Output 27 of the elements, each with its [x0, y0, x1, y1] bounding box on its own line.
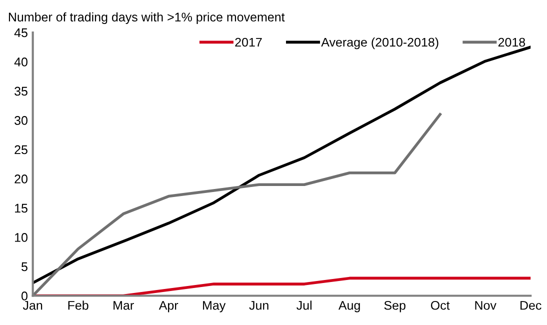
x-tick-label: Jun: [249, 301, 268, 310]
x-tick-label: Aug: [338, 301, 360, 312]
x-tick-label: Feb: [68, 300, 88, 310]
y-tick-label: 20: [14, 174, 28, 184]
x-tick-label: Apr: [158, 301, 178, 312]
y-tick-label: 40: [14, 58, 28, 66]
y-tick-label: 25: [14, 145, 28, 154]
x-tick-label: Nov: [475, 301, 496, 310]
x-tick-label: May: [203, 301, 226, 312]
legend-label: 2018: [498, 38, 526, 47]
x-tick-label: Jul: [296, 300, 312, 310]
x-tick-label: Mar: [114, 301, 134, 310]
legend-label: 2017: [235, 38, 262, 47]
x-tick-label: Jan: [22, 301, 42, 310]
y-tick-label: 10: [15, 233, 28, 242]
y-tick-label: 0: [21, 292, 28, 300]
x-tick-label: Oct: [430, 300, 450, 310]
x-tick-label: Dec: [520, 301, 542, 310]
y-tick-label: 5: [22, 262, 28, 272]
y-tick-label: 30: [14, 116, 28, 125]
chart-title: Number of trading days with >1% price movement: [8, 12, 285, 24]
y-tick-label: 35: [14, 86, 28, 96]
line-series: [32, 113, 442, 296]
y-tick-label: 45: [14, 28, 28, 38]
x-tick-label: Sep: [384, 300, 406, 312]
y-tick-label: 15: [15, 204, 28, 213]
legend-label: Average (2010-2018): [321, 38, 438, 50]
